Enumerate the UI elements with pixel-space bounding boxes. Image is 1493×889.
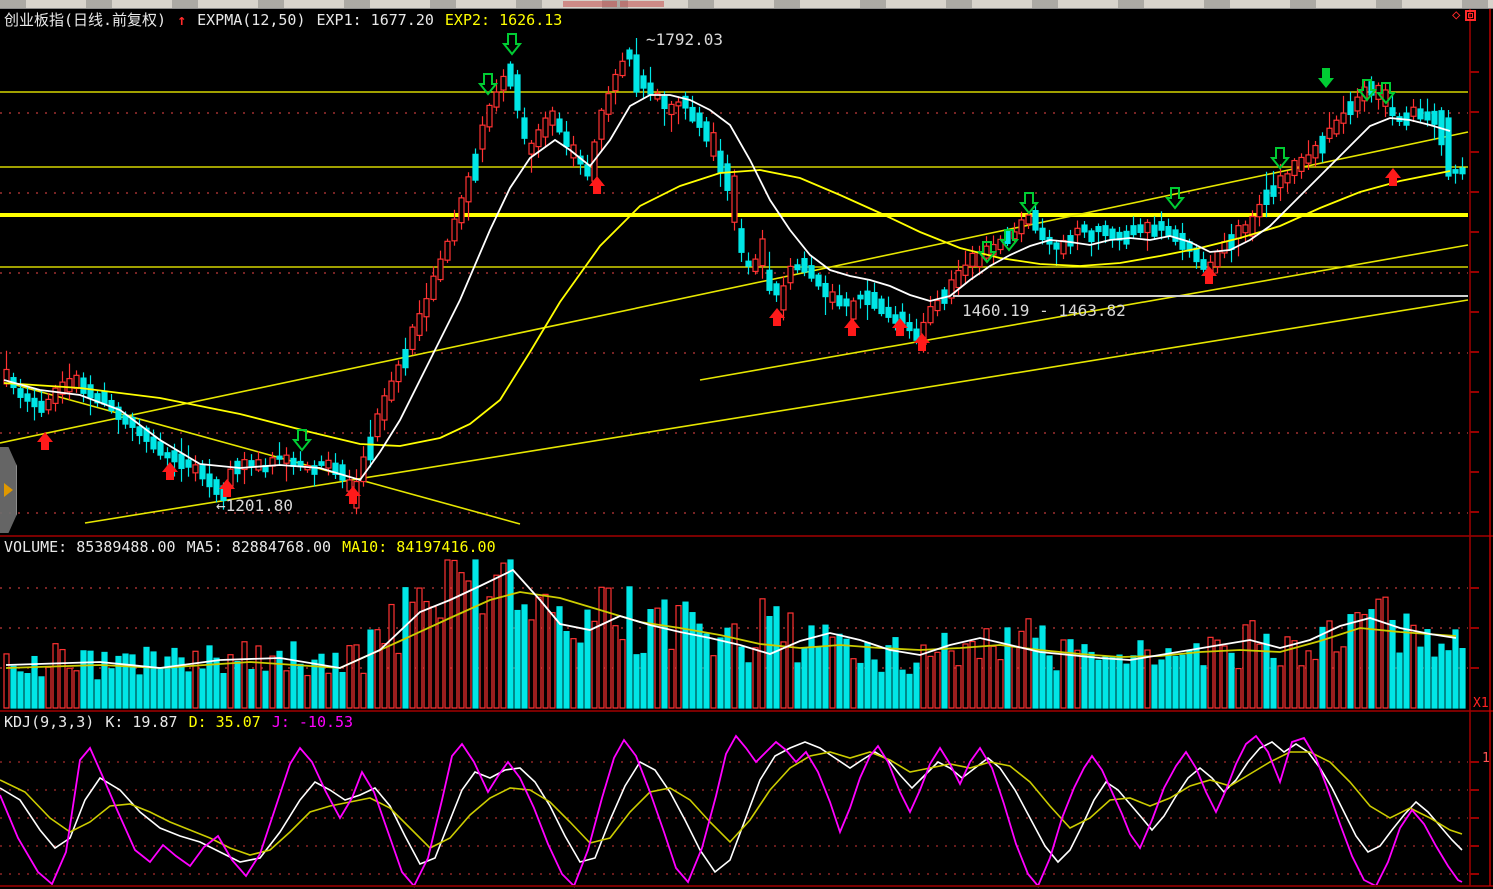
sidebar-expand-handle[interactable] (0, 447, 17, 533)
peak-price-annotation: ~1792.03 (646, 30, 724, 49)
kdj-k-value: K: 19.87 (105, 713, 178, 731)
trend-up-arrow-icon: ↑ (177, 11, 187, 29)
kdj-j-value: J: -10.53 (271, 713, 354, 731)
kdj-indicator-label[interactable]: KDJ(9,3,3) (4, 713, 95, 731)
menubar-partial-item[interactable] (563, 1, 617, 7)
gap-price-annotation: 1460.19 - 1463.82 (962, 301, 1126, 320)
volume-panel-header: VOLUME: 85389488.00 MA5: 82884768.00 MA1… (4, 538, 496, 556)
period-x1-label: X1 (1473, 696, 1489, 711)
volume-ma5-value: MA5: 82884768.00 (186, 538, 332, 556)
volume-ma10-value: MA10: 84197416.00 (342, 538, 496, 556)
kdj-panel-header: KDJ(9,3,3) K: 19.87 D: 35.07 J: -10.53 (4, 713, 353, 731)
exp1-value: EXP1: 1677.20 (316, 11, 434, 29)
panel-corner-controls: ◇ (1452, 7, 1477, 23)
kdj-d-value: D: 35.07 (188, 713, 261, 731)
kdj-axis-partial-digit: 1 (1482, 751, 1490, 766)
restore-window-icon[interactable] (1465, 9, 1477, 21)
top-menubar[interactable] (0, 0, 1493, 9)
expand-arrow-icon (4, 483, 13, 497)
exp2-value: EXP2: 1626.13 (444, 11, 563, 29)
trough-price-annotation: ←1201.80 (216, 496, 294, 515)
diamond-icon[interactable]: ◇ (1452, 7, 1461, 23)
main-chart-header: 创业板指(日线.前复权) ↑ EXPMA(12,50) EXP1: 1677.2… (4, 9, 562, 30)
indicator-label[interactable]: EXPMA(12,50) (197, 11, 306, 29)
symbol-title: 创业板指(日线.前复权) (4, 11, 167, 29)
volume-value[interactable]: VOLUME: 85389488.00 (4, 538, 176, 556)
menubar-partial-item[interactable] (620, 1, 664, 7)
